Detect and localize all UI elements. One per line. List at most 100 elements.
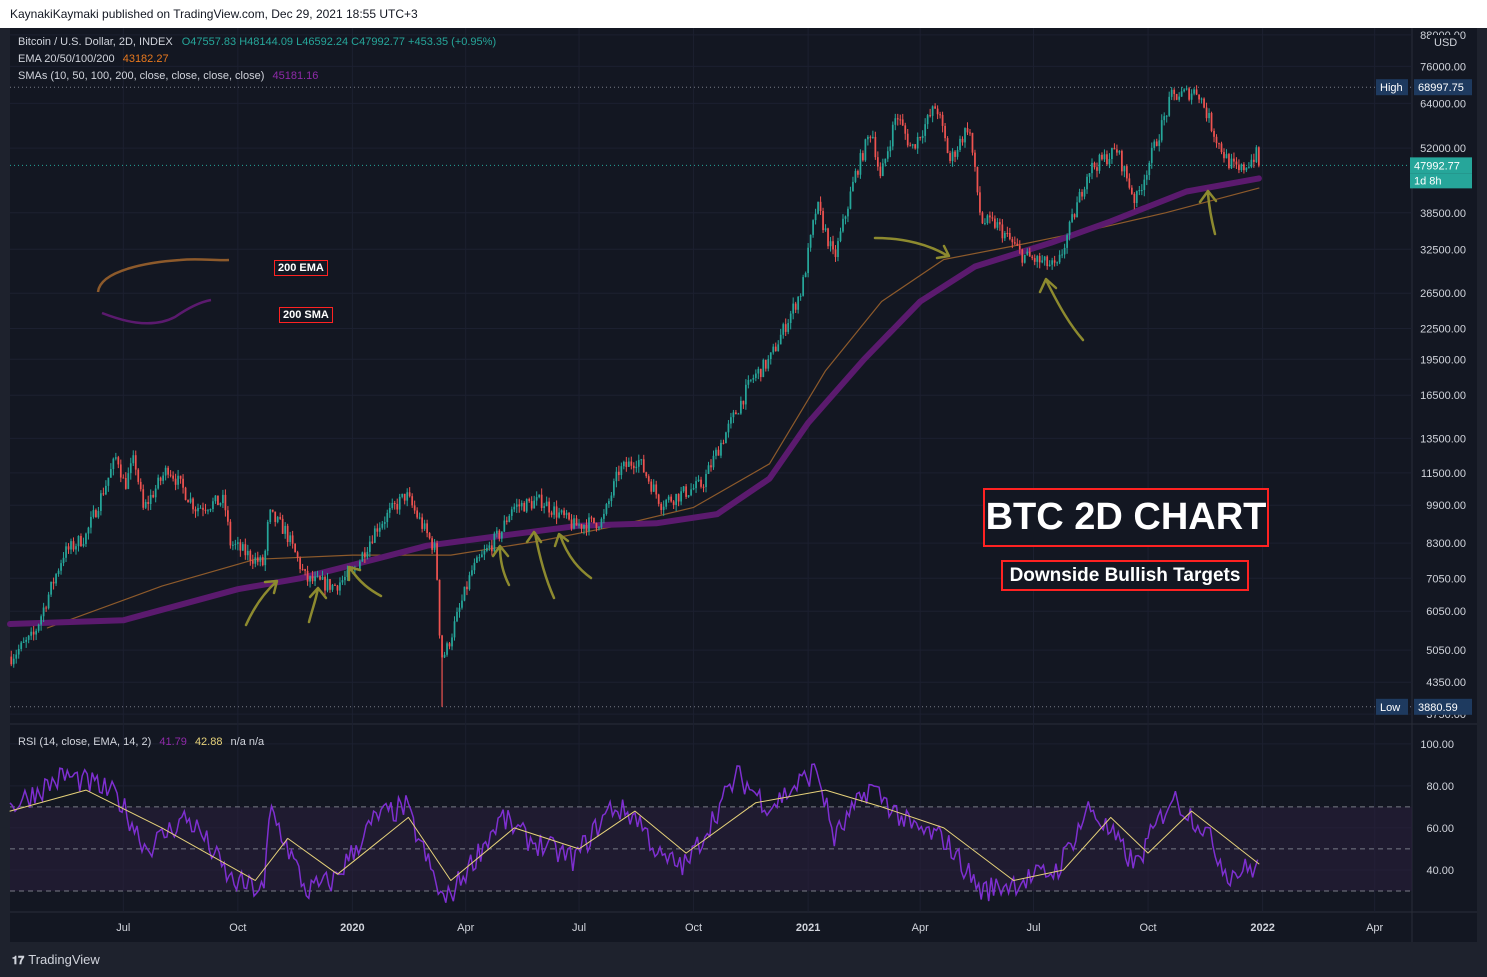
- candle-body: [194, 509, 197, 512]
- candle-body: [1203, 98, 1205, 108]
- candle-body: [1143, 179, 1146, 191]
- candle-body: [680, 491, 682, 502]
- candle-body: [301, 569, 304, 571]
- candle-body: [740, 400, 742, 414]
- candle-body: [916, 136, 919, 149]
- candle-body: [40, 616, 42, 625]
- candle-body: [1081, 191, 1083, 197]
- candle-body: [1046, 256, 1049, 267]
- candle-body: [782, 324, 785, 335]
- candle-body: [605, 504, 608, 514]
- candle-body: [934, 106, 936, 109]
- currency-tag-bg: [1430, 35, 1460, 50]
- candle-body: [1153, 141, 1156, 148]
- candle-body: [192, 498, 194, 510]
- annotation-arrow: [553, 532, 593, 580]
- candle-body: [700, 479, 702, 487]
- candle-body: [45, 607, 47, 609]
- tradingview-logo[interactable]: 𝟏𝟕 TradingView: [12, 952, 100, 968]
- candle-body: [346, 570, 349, 577]
- sma-legend[interactable]: SMAs (10, 50, 100, 200, close, close, cl…: [18, 70, 318, 82]
- annotation-arrow: [873, 236, 951, 260]
- candle-body: [35, 630, 38, 635]
- candle-body: [217, 495, 219, 506]
- candle-body: [122, 477, 125, 479]
- candle-body: [139, 481, 142, 490]
- candle-body: [548, 501, 551, 513]
- candle-body: [50, 581, 52, 595]
- candle-body: [1257, 147, 1260, 166]
- ema-legend-stroke: [96, 258, 230, 293]
- candle-body: [774, 346, 777, 352]
- candle-body: [620, 466, 623, 476]
- candle-body: [1140, 190, 1143, 192]
- candle-body: [1001, 224, 1004, 239]
- candle-body: [182, 478, 184, 488]
- candle-body: [326, 579, 329, 591]
- price-tick-label: 4350.00: [1426, 677, 1466, 689]
- candle-body: [72, 541, 75, 550]
- candle-body: [189, 498, 192, 503]
- price-tick-label: 22500.00: [1420, 323, 1466, 335]
- time-tick-label: Apr: [457, 922, 474, 934]
- candle-body: [598, 527, 600, 529]
- ema-200-path: [46, 187, 1260, 629]
- candle-body: [889, 146, 892, 152]
- candle-body: [994, 218, 996, 228]
- candle-body: [595, 522, 598, 529]
- candle-body: [1135, 191, 1138, 204]
- candle-body: [600, 518, 603, 528]
- rsi-tick-label: 100.00: [1420, 739, 1454, 751]
- rsi-legend[interactable]: RSI (14, close, EMA, 14, 2) 41.79 42.88 …: [18, 736, 264, 748]
- countdown: 1d 8h: [1414, 175, 1442, 187]
- candle-body: [901, 119, 904, 126]
- candle-body: [478, 557, 481, 559]
- symbol-legend[interactable]: Bitcoin / U.S. Dollar, 2D, INDEX O47557.…: [18, 36, 496, 48]
- time-tick-label: Apr: [912, 922, 929, 934]
- candle-body: [1103, 154, 1106, 160]
- candle-body: [1071, 214, 1073, 222]
- candle-body: [229, 521, 232, 546]
- candle-body: [675, 493, 678, 505]
- candle-body: [871, 136, 874, 138]
- candle-body: [991, 217, 994, 219]
- candle-body: [759, 368, 762, 378]
- candle-body: [1051, 260, 1054, 265]
- candle-body: [1210, 113, 1213, 131]
- ema-legend[interactable]: EMA 20/50/100/200 43182.27: [18, 53, 169, 65]
- candle-body: [814, 213, 817, 221]
- candle-body: [608, 501, 610, 505]
- candle-body: [538, 494, 541, 498]
- candle-body: [87, 527, 90, 534]
- rsi-na: n/a n/a: [230, 736, 265, 748]
- candle-body: [735, 412, 737, 415]
- candle-body: [443, 654, 446, 658]
- candle-body: [891, 124, 894, 147]
- candle-body: [837, 241, 839, 258]
- candle-body: [986, 215, 989, 224]
- candle-body: [1098, 154, 1101, 171]
- candle-body: [329, 579, 331, 590]
- candle-body: [157, 477, 160, 489]
- candle-body: [730, 417, 732, 424]
- candle-body: [117, 457, 120, 465]
- candle-body: [486, 547, 488, 551]
- candle-body: [757, 368, 760, 374]
- candle-body: [124, 478, 127, 489]
- candle-body: [513, 506, 516, 510]
- low-tag-bg: [1376, 698, 1408, 715]
- candle-body: [458, 607, 461, 612]
- sma-200-path: [7, 175, 1262, 627]
- sma-legend-stroke: [101, 298, 212, 325]
- candle-body: [1175, 93, 1178, 100]
- candle-body: [1121, 150, 1123, 172]
- candle-body: [904, 125, 907, 134]
- currency-tag: USD: [1434, 37, 1457, 49]
- low-value-bg: [1414, 698, 1472, 715]
- candle-body: [717, 449, 720, 456]
- candle-body: [142, 489, 145, 508]
- candle-body: [540, 494, 543, 508]
- candle-body: [642, 459, 645, 473]
- candle-body: [1021, 249, 1024, 263]
